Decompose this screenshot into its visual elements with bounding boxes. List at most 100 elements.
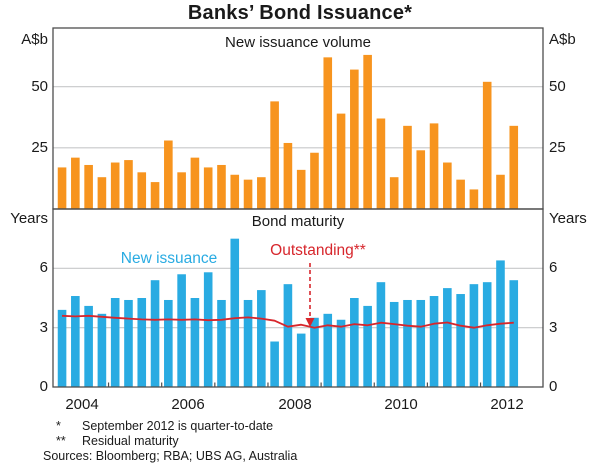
xtick-2008: 2008 bbox=[278, 396, 312, 413]
maturity-bar bbox=[150, 280, 160, 387]
maturity-bar bbox=[363, 305, 372, 387]
volume-bar bbox=[57, 167, 67, 209]
ytick-50-left: 50 bbox=[31, 78, 48, 95]
outstanding-line bbox=[61, 314, 514, 329]
maturity-bar bbox=[429, 296, 439, 387]
volume-bar bbox=[482, 81, 492, 209]
footnote-1-marker: * bbox=[56, 419, 61, 433]
maturity-bar bbox=[336, 319, 346, 387]
ytick-25-left: 25 bbox=[31, 139, 48, 156]
year-ticks bbox=[107, 382, 482, 387]
sources-line: Sources: Bloomberg; RBA; UBS AG, Austral… bbox=[43, 449, 298, 463]
volume-bar bbox=[429, 123, 439, 209]
maturity-bar bbox=[97, 313, 107, 387]
maturity-bar bbox=[243, 299, 253, 387]
maturity-bar bbox=[283, 284, 293, 387]
xtick-2012: 2012 bbox=[490, 396, 524, 413]
volume-bar bbox=[230, 174, 240, 209]
volume-bar bbox=[456, 179, 465, 209]
y-unit-top-left: A$b bbox=[21, 31, 48, 48]
maturity-bar bbox=[296, 333, 306, 387]
maturity-bar bbox=[403, 299, 412, 387]
maturity-bar bbox=[110, 298, 120, 387]
maturity-bar bbox=[376, 282, 386, 387]
maturity-bar bbox=[203, 272, 213, 387]
maturity-bar bbox=[230, 238, 240, 387]
volume-bar bbox=[164, 140, 173, 209]
footnote-2-text: Residual maturity bbox=[82, 434, 179, 448]
maturity-bar bbox=[190, 298, 200, 387]
maturity-bar bbox=[164, 299, 173, 387]
volume-bar bbox=[310, 152, 319, 209]
ytick-50-right: 50 bbox=[549, 78, 566, 95]
maturity-bar bbox=[443, 288, 452, 387]
volume-bar bbox=[71, 157, 80, 209]
maturity-bar bbox=[416, 299, 426, 387]
footnote-2-marker: ** bbox=[56, 434, 66, 448]
ytick-3-right: 3 bbox=[549, 319, 558, 336]
volume-bar bbox=[509, 125, 519, 209]
ytick-0-right: 0 bbox=[549, 378, 558, 395]
y-unit-top-right: A$b bbox=[549, 31, 576, 48]
maturity-bar bbox=[217, 299, 226, 387]
maturity-bar bbox=[323, 313, 333, 387]
maturity-bar bbox=[124, 299, 133, 387]
volume-bar bbox=[110, 162, 120, 209]
volume-bar bbox=[469, 189, 479, 209]
gridlines bbox=[53, 86, 543, 329]
volume-bar bbox=[296, 169, 306, 209]
volume-bar bbox=[84, 164, 93, 209]
top-panel-title: New issuance volume bbox=[225, 34, 371, 51]
ytick-3-left: 3 bbox=[39, 319, 48, 336]
xtick-2004: 2004 bbox=[65, 396, 99, 413]
maturity-bar bbox=[84, 305, 93, 387]
ytick-6-right: 6 bbox=[549, 259, 558, 276]
panel-frames bbox=[52, 27, 544, 388]
volume-bar bbox=[217, 164, 226, 209]
volume-bar bbox=[190, 157, 200, 209]
maturity-bar bbox=[57, 309, 67, 387]
y-unit-bottom-right: Years bbox=[549, 210, 587, 227]
volume-bar bbox=[323, 57, 333, 209]
bars bbox=[57, 54, 519, 387]
volume-bar bbox=[243, 179, 253, 209]
volume-bar bbox=[270, 101, 279, 209]
volume-bar bbox=[283, 142, 293, 209]
legend-outstanding: Outstanding** bbox=[270, 242, 366, 259]
outstanding-series-line bbox=[61, 314, 514, 329]
chart-title: Banks’ Bond Issuance* bbox=[187, 2, 413, 24]
maturity-bar bbox=[71, 296, 80, 387]
legend-new-issuance: New issuance bbox=[120, 250, 218, 267]
volume-bar bbox=[443, 162, 452, 209]
volume-bar bbox=[177, 172, 186, 209]
maturity-bar bbox=[350, 298, 359, 387]
maturity-bar bbox=[482, 282, 492, 387]
outstanding-arrow bbox=[305, 263, 315, 327]
maturity-bar bbox=[270, 341, 279, 387]
volume-bar bbox=[350, 69, 359, 209]
volume-bar bbox=[496, 174, 505, 209]
maturity-bar bbox=[257, 290, 266, 387]
maturity-bar bbox=[137, 298, 147, 387]
maturity-bar bbox=[509, 280, 519, 387]
volume-bar bbox=[124, 160, 133, 209]
maturity-bar bbox=[177, 274, 186, 387]
volume-bar bbox=[203, 167, 213, 209]
maturity-bar bbox=[310, 317, 319, 387]
bottom-panel-title: Bond maturity bbox=[251, 213, 345, 230]
volume-bar bbox=[403, 125, 412, 209]
volume-bar bbox=[389, 177, 399, 209]
ytick-6-left: 6 bbox=[39, 259, 48, 276]
volume-bar bbox=[257, 177, 266, 209]
ytick-0-left: 0 bbox=[39, 378, 48, 395]
xtick-2006: 2006 bbox=[171, 396, 205, 413]
y-unit-bottom-left: Years bbox=[10, 210, 48, 227]
ytick-25-right: 25 bbox=[549, 139, 566, 156]
volume-bar bbox=[376, 118, 386, 209]
volume-bar bbox=[416, 150, 426, 209]
volume-bar bbox=[137, 172, 147, 209]
maturity-bar bbox=[389, 301, 399, 387]
volume-bar bbox=[336, 113, 346, 209]
